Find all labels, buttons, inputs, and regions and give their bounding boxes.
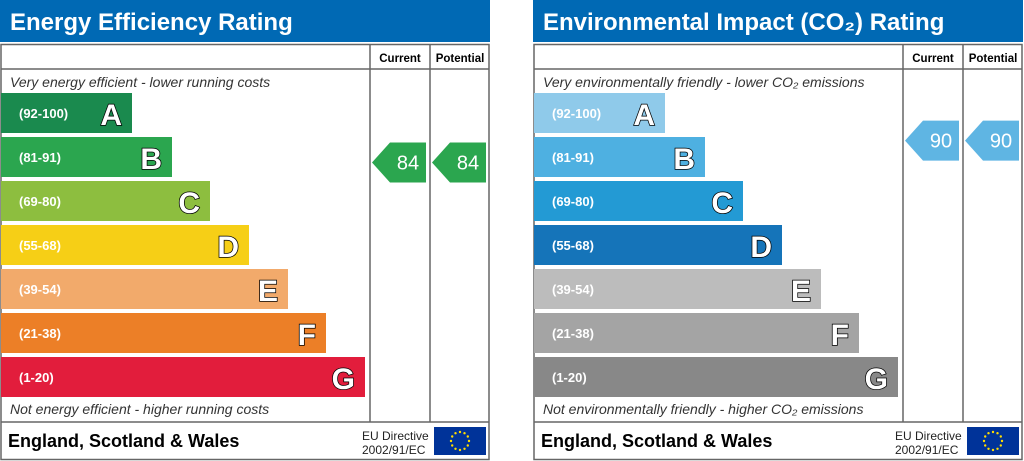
eu-star [458,430,462,434]
current-rating-value: 84 [397,152,419,174]
current-rating-arrow [905,120,959,161]
eu-directive-label: EU Directive [362,429,429,443]
band-bar-E [1,269,288,309]
current-rating-value: 90 [930,131,952,153]
eu-star [451,444,454,447]
eu-star [991,430,995,434]
band-letter: F [831,319,849,352]
band-bar-A [1,93,132,133]
band-bar-A [534,93,665,133]
band-letter: A [100,99,122,132]
eu-star [454,447,457,450]
eu-star [449,439,453,443]
current-rating-arrow [372,142,426,183]
rating-panel: Energy Efficiency Rating Current Potential… [0,0,490,461]
bottom-note: Not energy efficient - higher running co… [10,401,269,417]
eu-star [463,447,466,450]
band-range: (39-54) [19,282,61,297]
eu-flag-icon [967,427,1019,455]
eu-star [458,448,462,452]
panel-title: Energy Efficiency Rating [10,9,293,36]
band-range: (21-38) [19,326,61,341]
eu-star [463,432,466,435]
band-letter: F [298,319,316,352]
band-range: (55-68) [552,238,594,253]
band-range: (92-100) [19,106,68,121]
eu-star [466,444,469,447]
eu-star [987,447,990,450]
band-bar-C [1,181,210,221]
top-note: Very environmentally friendly - lower CO… [543,74,864,90]
footer-region: England, Scotland & Wales [541,431,772,451]
eu-star [999,444,1002,447]
footer-region: England, Scotland & Wales [8,431,239,451]
eu-directive-number: 2002/91/EC [362,443,426,457]
panel-header [0,0,490,42]
band-bar-F [1,313,326,353]
band-bar-F [534,313,859,353]
band-letter: D [217,231,239,264]
band-bar-D [1,225,249,265]
band-letter: A [633,99,655,132]
eu-star [451,435,454,438]
eu-star [984,444,987,447]
band-range: (55-68) [19,238,61,253]
band-bar-C [534,181,743,221]
band-letter: D [750,231,772,264]
eu-star [984,435,987,438]
band-letter: C [711,187,733,220]
eu-directive-label: EU Directive [895,429,962,443]
top-note: Very energy efficient - lower running co… [10,74,270,90]
band-letter: E [791,275,811,308]
band-bar-G [1,357,365,397]
potential-rating-value: 90 [990,131,1012,153]
band-range: (92-100) [552,106,601,121]
eu-star [982,439,986,443]
band-range: (21-38) [552,326,594,341]
eu-star [996,432,999,435]
eu-star [466,435,469,438]
band-letter: B [673,143,695,176]
band-bar-B [534,137,705,177]
band-bar-B [1,137,172,177]
band-letter: B [140,143,162,176]
panel-title: Environmental Impact (CO₂) Rating [543,9,944,36]
band-range: (1-20) [19,370,54,385]
band-range: (1-20) [552,370,587,385]
column-header-potential: Potential [436,53,485,65]
column-header-current: Current [912,53,954,65]
rating-panel: Environmental Impact (CO₂) Rating Current… [533,0,1023,461]
band-range: (69-80) [19,194,61,209]
potential-rating-value: 84 [457,152,479,174]
eu-star [467,439,471,443]
eu-star [987,432,990,435]
band-letter: E [258,275,278,308]
eu-star [991,448,995,452]
band-range: (69-80) [552,194,594,209]
band-bar-D [534,225,782,265]
column-header-potential: Potential [969,53,1018,65]
potential-rating-arrow [965,120,1019,161]
eu-star [1000,439,1004,443]
band-letter: G [332,363,355,396]
band-range: (81-91) [552,150,594,165]
eu-star [999,435,1002,438]
eu-directive-number: 2002/91/EC [895,443,959,457]
eu-star [996,447,999,450]
band-bar-E [534,269,821,309]
bottom-note: Not environmentally friendly - higher CO… [543,401,863,417]
eu-star [454,432,457,435]
panel-header [533,0,1023,42]
column-header-current: Current [379,53,421,65]
band-letter: C [178,187,200,220]
band-bar-G [534,357,898,397]
band-range: (81-91) [19,150,61,165]
band-letter: G [865,363,888,396]
eu-flag-icon [434,427,486,455]
band-range: (39-54) [552,282,594,297]
potential-rating-arrow [432,142,486,183]
